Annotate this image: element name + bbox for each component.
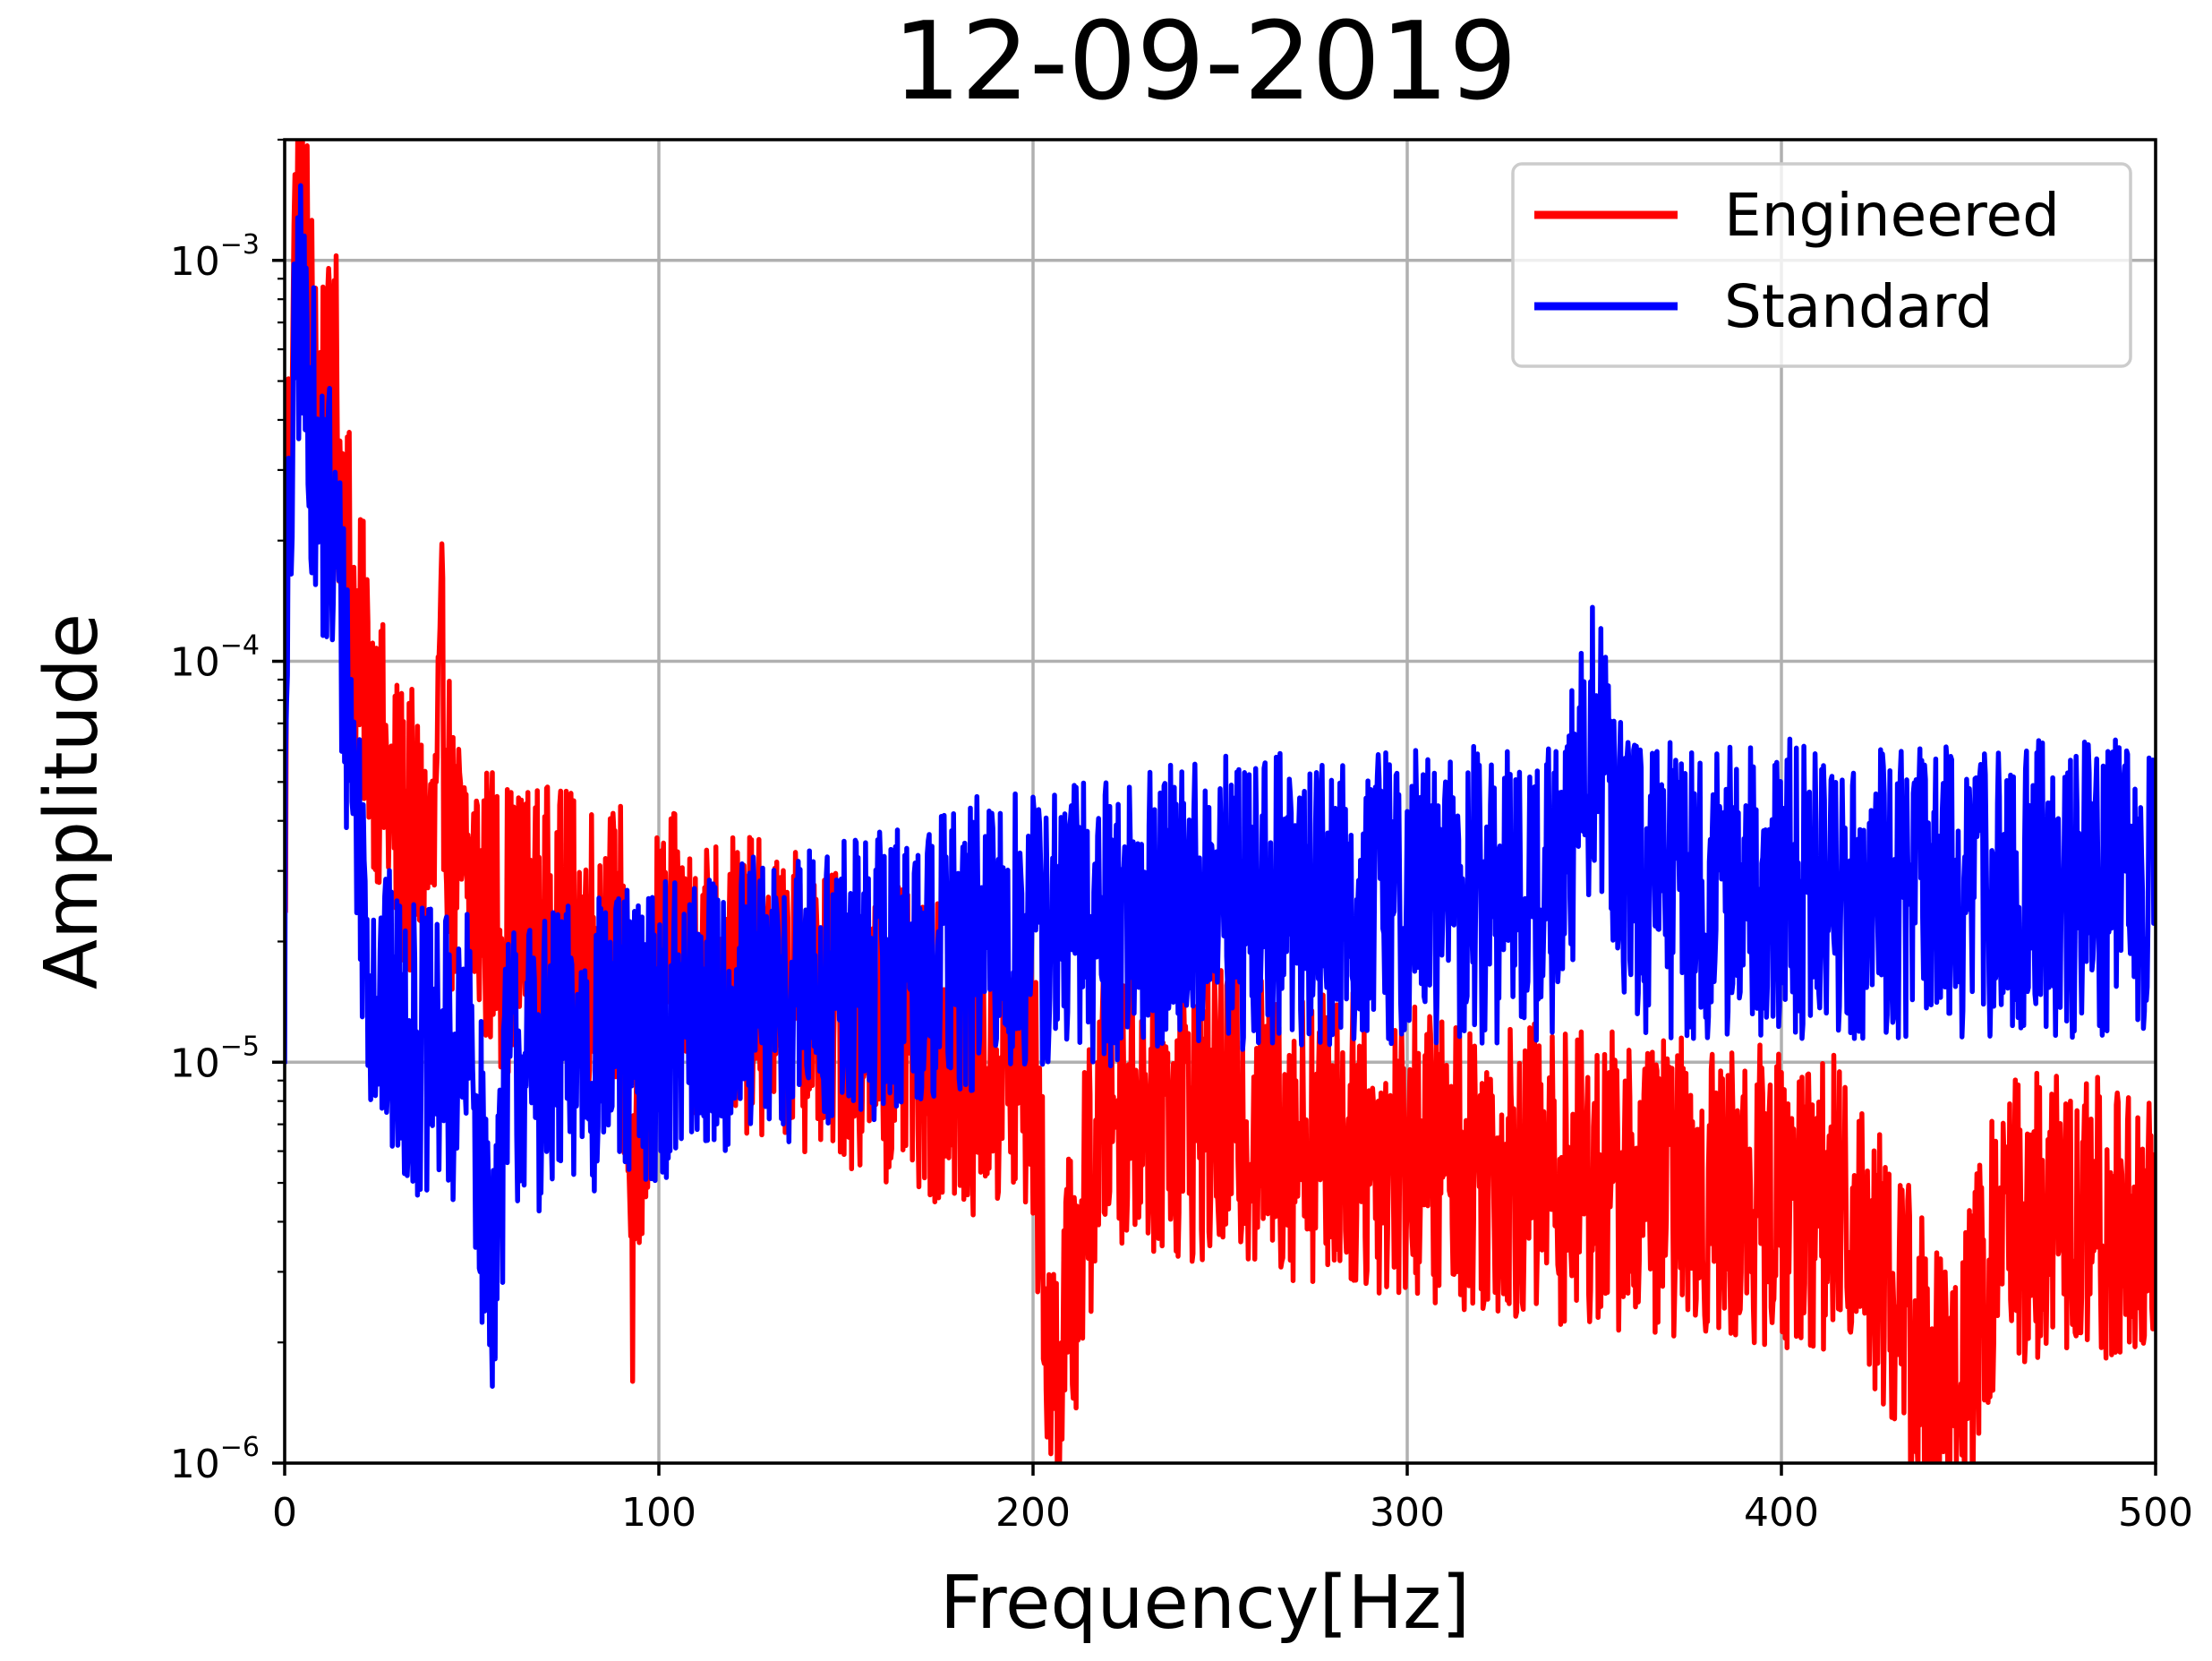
- x-tick-label: 200: [995, 1490, 1071, 1536]
- y-axis-label: Amplitude: [30, 613, 115, 989]
- y-tick-label: 10−4: [170, 630, 260, 686]
- series-layer: [285, 140, 2156, 1463]
- x-axis-label: Frequency[Hz]: [940, 1561, 1470, 1646]
- x-tick-label: 400: [1744, 1490, 1819, 1536]
- y-tick-label: 10−6: [170, 1432, 260, 1487]
- x-tick-label: 0: [272, 1490, 297, 1536]
- series-line-standard: [285, 183, 2156, 1389]
- legend-label-engineered: Engineered: [1724, 181, 2060, 250]
- y-tick-label: 10−5: [170, 1031, 260, 1086]
- plot-frame: [283, 138, 2157, 1465]
- legend: Engineered Standard: [1511, 162, 2132, 368]
- legend-label-standard: Standard: [1724, 272, 1993, 341]
- axis-ticks: 0 100 200 300 400 500 10−6 10−5 10−4 10−3: [170, 138, 2193, 1536]
- x-tick-label: 300: [1370, 1490, 1445, 1536]
- x-tick-label: 100: [621, 1490, 696, 1536]
- y-tick-label: 10−3: [170, 229, 260, 285]
- x-tick-label: 500: [2118, 1490, 2193, 1536]
- chart-title: 12-09-2019: [892, 0, 1516, 124]
